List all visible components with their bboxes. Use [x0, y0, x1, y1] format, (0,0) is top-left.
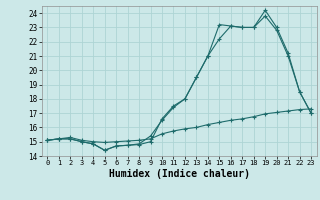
X-axis label: Humidex (Indice chaleur): Humidex (Indice chaleur)	[109, 169, 250, 179]
